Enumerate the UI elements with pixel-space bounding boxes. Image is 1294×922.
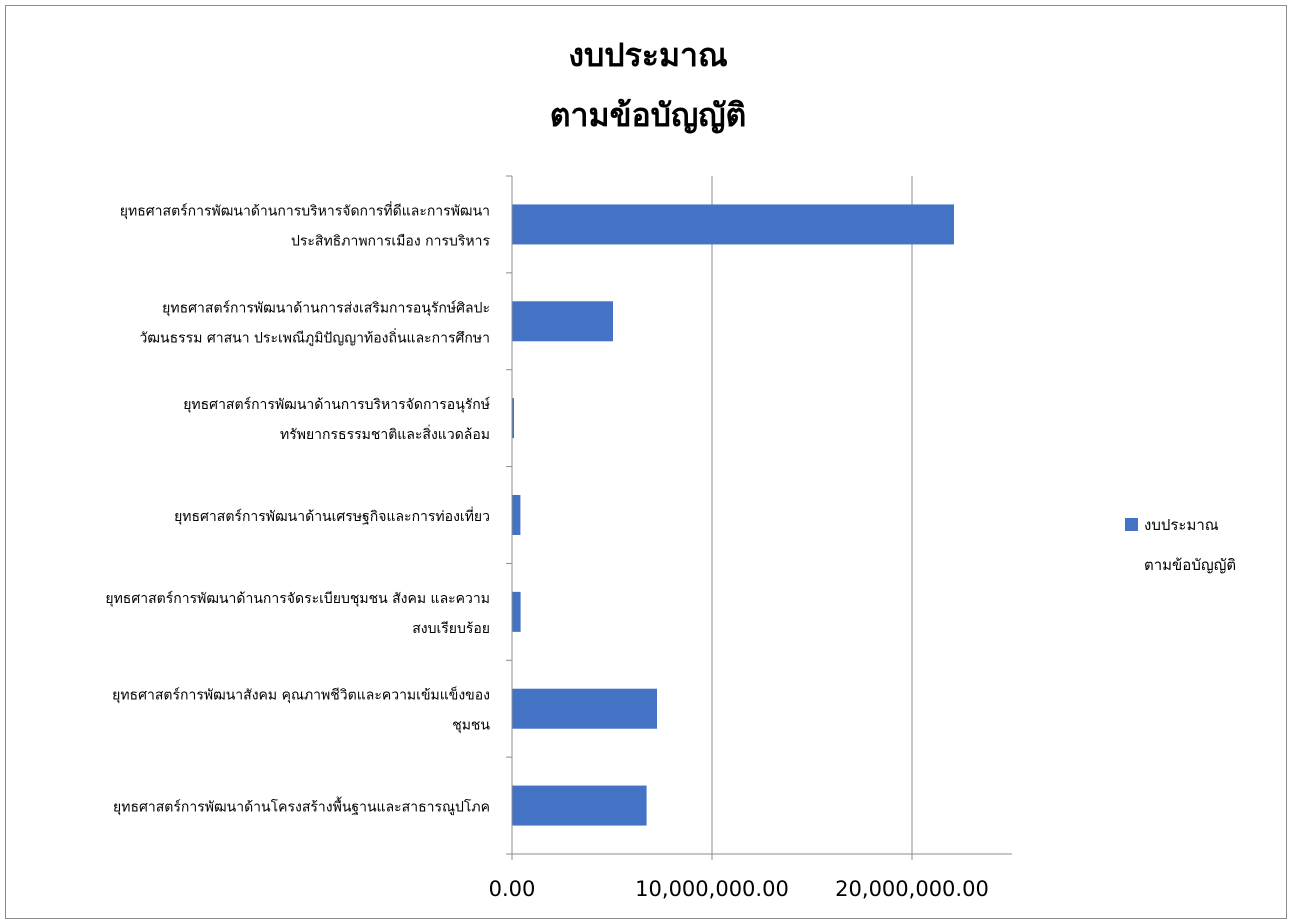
x-tick-label-0: 0.00 [489, 877, 536, 901]
category-label-5-line-2: สงบเรียบร้อย [412, 621, 490, 637]
x-tick-label-1: 10,000,000.00 [635, 877, 789, 901]
chart-frame [5, 5, 1287, 919]
bar-6 [512, 688, 657, 729]
legend-label-line-1: งบประมาณ [1144, 516, 1219, 534]
chart-title-line-2: ตามข้อบัญญัติ [550, 96, 747, 134]
category-label-4-line-1: ยุทธศาสตร์การพัฒนาด้านเศรษฐกิจและการท่อง… [174, 507, 490, 525]
bar-series [512, 204, 954, 826]
bar-7 [512, 785, 647, 826]
category-label-1-line-2: ประสิทธิภาพการเมือง การบริหาร [291, 233, 490, 249]
axes [506, 175, 1012, 860]
category-labels: ยุทธศาสตร์การพัฒนาด้านการบริหารจัดการที่… [105, 201, 490, 815]
category-label-1-line-1: ยุทธศาสตร์การพัฒนาด้านการบริหารจัดการที่… [120, 201, 490, 219]
category-label-2-line-1: ยุทธศาสตร์การพัฒนาด้านการส่งเสริมการอนุร… [162, 299, 490, 316]
category-label-2-line-2: วัฒนธรรม ศาสนา ประเพณีภูมิปัญญาท้องถิ่นแ… [140, 328, 490, 346]
bar-2 [512, 301, 613, 342]
chart-title-line-1: งบประมาณ [568, 36, 727, 74]
bar-1 [512, 204, 954, 245]
bar-5 [512, 591, 521, 632]
category-label-3-line-2: ทรัพยากรธรรมชาติและสิ่งแวดล้อม [280, 425, 490, 443]
chart-title: งบประมาณ ตามข้อบัญญัติ [550, 36, 747, 134]
legend: งบประมาณ ตามข้อบัญญัติ [1125, 516, 1236, 574]
category-label-6-line-2: ชุมชน [452, 718, 490, 734]
category-label-3-line-1: ยุทธศาสตร์การพัฒนาด้านการบริหารจัดการอนุ… [183, 396, 490, 413]
legend-label-line-2: ตามข้อบัญญัติ [1144, 556, 1236, 574]
category-label-7-line-1: ยุทธศาสตร์การพัฒนาด้านโครงสร้างพื้นฐานแล… [113, 797, 490, 816]
bar-3 [512, 398, 514, 439]
x-tick-label-2: 20,000,000.00 [835, 877, 989, 901]
legend-swatch [1125, 518, 1138, 531]
category-label-6-line-1: ยุทธศาสตร์การพัฒนาสังคม คุณภาพชีวิตและคว… [112, 686, 490, 704]
x-tick-labels: 0.00 10,000,000.00 20,000,000.00 [489, 877, 989, 901]
bar-4 [512, 495, 521, 535]
grid-lines [711, 176, 913, 854]
category-label-5-line-1: ยุทธศาสตร์การพัฒนาด้านการจัดระเบียบชุมชน… [105, 590, 490, 607]
